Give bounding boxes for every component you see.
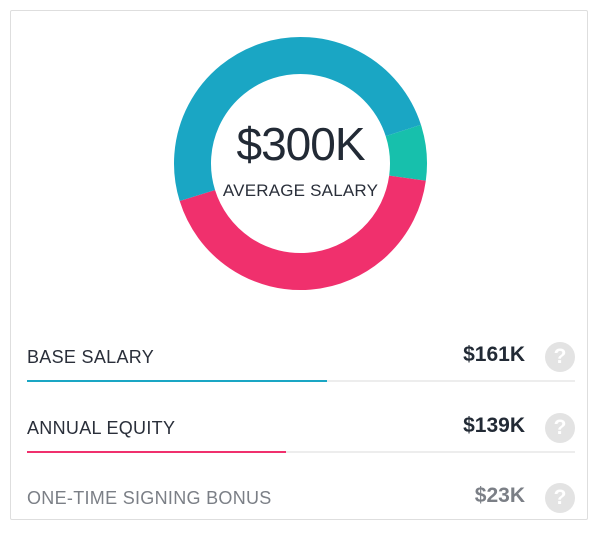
question-circle-icon[interactable]: ?: [545, 483, 575, 513]
salary-donut-chart: $300K AVERAGE SALARY: [172, 35, 429, 292]
signing-bonus-label: ONE-TIME SIGNING BONUS: [27, 488, 272, 508]
question-circle-icon[interactable]: ?: [545, 413, 575, 443]
base-salary-row: BASE SALARY $161K ?: [27, 325, 577, 395]
signing-bonus-value: $23K: [474, 484, 525, 507]
base-salary-bar: [27, 380, 327, 382]
base-salary-label: BASE SALARY: [27, 347, 155, 367]
annual-equity-label: ANNUAL EQUITY: [27, 418, 176, 438]
question-circle-icon[interactable]: ?: [545, 342, 575, 372]
annual-equity-value: $139K: [463, 414, 525, 437]
base-salary-value: $161K: [463, 343, 525, 366]
average-salary-value: $300K: [236, 117, 365, 170]
annual-equity-row: ANNUAL EQUITY $139K ?: [27, 396, 577, 466]
donut-segment-base: [174, 37, 421, 202]
donut-svg: [174, 37, 427, 290]
base-salary-track: [27, 380, 575, 382]
donut-segment-bonus: [385, 124, 427, 181]
annual-equity-track: [27, 451, 575, 453]
salary-card: $300K AVERAGE SALARY BASE SALARY $161K ?…: [10, 10, 588, 520]
donut-segment-equity: [179, 175, 426, 290]
donut-center: $300K AVERAGE SALARY: [172, 35, 429, 292]
average-salary-label: AVERAGE SALARY: [222, 180, 379, 200]
signing-bonus-row: ONE-TIME SIGNING BONUS $23K ?: [27, 466, 577, 536]
annual-equity-bar: [27, 451, 286, 453]
